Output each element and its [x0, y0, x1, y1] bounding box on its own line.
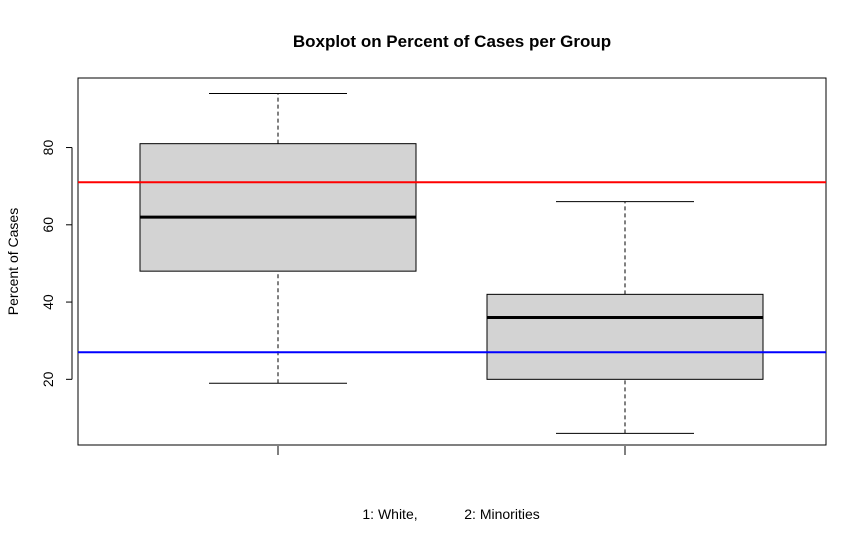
- y-axis-label: Percent of Cases: [5, 208, 21, 315]
- box-1-iqr: [139, 143, 417, 272]
- x-axis: [277, 446, 626, 455]
- x-axis-label-group-1: 1: White,: [362, 506, 417, 522]
- x-axis-label-group-2: 2: Minorities: [464, 506, 539, 522]
- y-tick-label-80: 80: [40, 140, 56, 156]
- y-tick-label-60: 60: [40, 217, 56, 233]
- chart-title: Boxplot on Percent of Cases per Group: [293, 32, 611, 51]
- box-2-iqr: [486, 293, 764, 380]
- y-tick-label-20: 20: [40, 371, 56, 387]
- y-tick-label-40: 40: [40, 294, 56, 310]
- y-axis: 20 40 60 80: [40, 140, 73, 387]
- plot-frame: [77, 77, 827, 446]
- marks-layer: [78, 92, 826, 434]
